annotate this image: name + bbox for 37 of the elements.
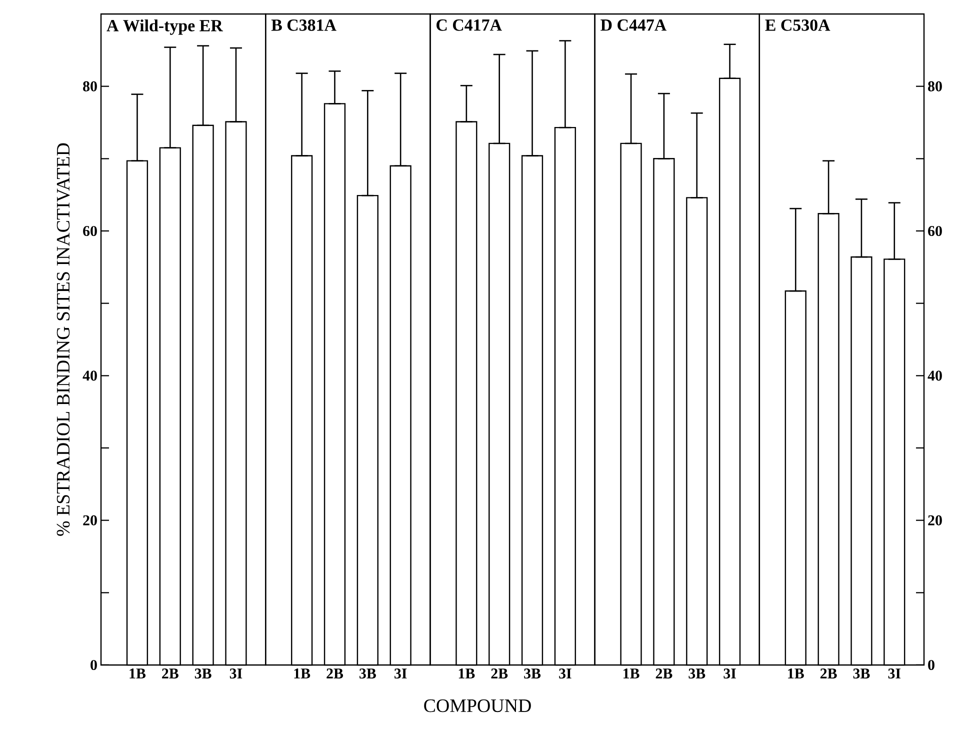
x-tick-label: 1B [624, 668, 640, 678]
x-tick-label: 2B [162, 668, 178, 678]
x-tick-label: 1B [788, 668, 804, 678]
x-tick-label: 3I [559, 668, 572, 679]
x-tick-label: 1B [458, 668, 475, 678]
x-tick-label: 3I [230, 668, 242, 679]
x-tick-label: 2B [491, 668, 508, 678]
x-tick-label: 3B [194, 668, 212, 679]
y-tick-label: 40 [82, 370, 97, 381]
y-tick-label: 0 [928, 660, 934, 670]
y-axis-title: % ESTRADIOL BINDING SITES INACTIVATED [56, 143, 70, 536]
x-tick-label: 3I [724, 668, 736, 679]
y-tick-label: 60 [83, 226, 97, 236]
x-tick-label: 3B [853, 668, 870, 679]
x-tick-label: 3B [688, 668, 706, 679]
y-tick-label: 80 [83, 81, 97, 92]
y-tick-label: 20 [928, 515, 942, 526]
chart-title: E C530A [765, 19, 830, 31]
chart-title: A Wild-type ER [106, 19, 223, 35]
x-tick-label: 2B [656, 668, 672, 678]
x-tick-label: 2B [820, 668, 837, 678]
x-axis-title: COMPOUND [424, 699, 531, 712]
y-tick-label: 60 [928, 226, 942, 236]
x-tick-label: 1B [294, 668, 310, 678]
chart-title: D C447A [600, 19, 666, 31]
x-tick-label: 1B [130, 668, 146, 678]
y-tick-label: 40 [928, 370, 942, 381]
x-tick-label: 3B [524, 668, 541, 679]
chart-title: B C381A [271, 19, 336, 31]
x-tick-label: 2B [326, 668, 344, 678]
y-tick-label: 20 [83, 515, 97, 526]
y-tick-label: 0 [90, 660, 97, 670]
x-tick-label: 3I [394, 668, 407, 679]
chart-title: C C417A [436, 19, 502, 31]
x-tick-label: 3B [360, 668, 376, 679]
x-tick-label: 3I [888, 668, 901, 679]
y-tick-label: 80 [928, 81, 942, 92]
